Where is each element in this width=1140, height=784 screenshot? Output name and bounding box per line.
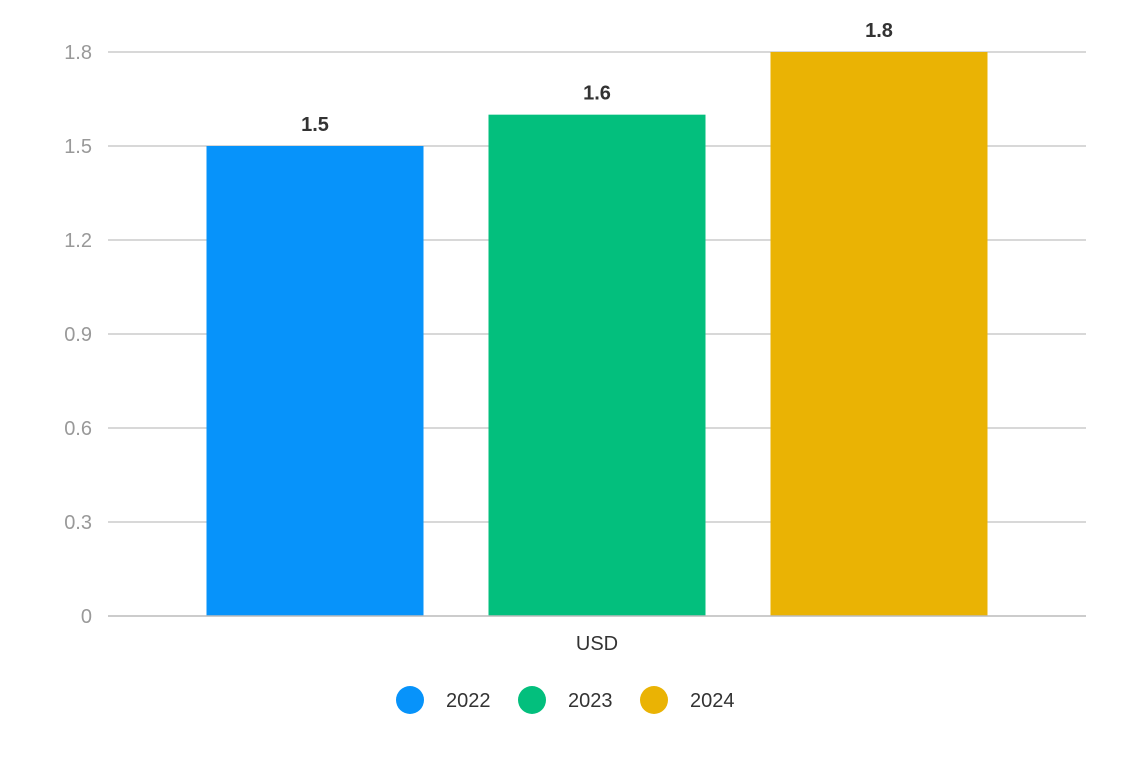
y-tick-label: 0.3 (64, 512, 92, 534)
y-axis: 0 0.3 0.6 0.9 1.2 1.5 1.8 (64, 42, 92, 628)
legend: 2022 2023 2024 (396, 686, 735, 714)
legend-item-2023[interactable]: 2023 (518, 686, 613, 714)
y-tick-label: 0.9 (64, 324, 92, 346)
legend-marker-2023 (518, 686, 546, 714)
y-tick-label: 1.2 (64, 230, 92, 252)
bar-2023 (488, 114, 706, 617)
bar-2024 (770, 52, 988, 616)
legend-label-2024: 2024 (690, 690, 735, 712)
legend-label-2023: 2023 (568, 690, 613, 712)
data-label-2024: 1.8 (865, 20, 893, 42)
legend-item-2022[interactable]: 2022 (396, 686, 491, 714)
y-tick-label: 0.6 (64, 418, 92, 440)
y-tick-label: 1.5 (64, 136, 92, 158)
y-tick-label: 1.8 (64, 42, 92, 64)
data-label-2022: 1.5 (301, 114, 329, 136)
legend-marker-2022 (396, 686, 424, 714)
legend-label-2022: 2022 (446, 690, 491, 712)
x-category-label: USD (576, 633, 618, 655)
data-labels: 1.5 1.6 1.8 (301, 20, 893, 136)
bars (206, 52, 988, 617)
bar-2022 (206, 146, 424, 616)
legend-item-2024[interactable]: 2024 (640, 686, 735, 714)
data-label-2023: 1.6 (583, 83, 611, 105)
legend-marker-2024 (640, 686, 668, 714)
y-tick-label: 0 (81, 606, 92, 628)
